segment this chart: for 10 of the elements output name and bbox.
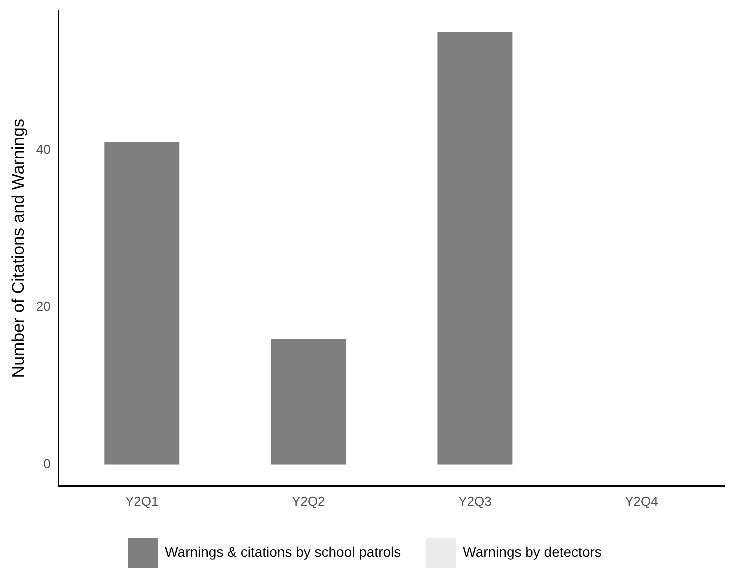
y-tick-label: 40: [36, 142, 51, 157]
y-axis-title: Number of Citations and Warnings: [8, 118, 28, 378]
y-tick-label: 20: [36, 299, 51, 314]
y-tick-label: 0: [44, 456, 51, 472]
x-tick-label: Y2Q1: [126, 494, 159, 509]
legend-label: Warnings & citations by school patrols: [165, 544, 402, 560]
legend-label: Warnings by detectors: [463, 544, 602, 560]
x-tick-label: Y2Q3: [458, 494, 492, 509]
x-tick-label: Y2Q2: [292, 494, 326, 509]
x-tick-label: Y2Q4: [625, 494, 658, 509]
